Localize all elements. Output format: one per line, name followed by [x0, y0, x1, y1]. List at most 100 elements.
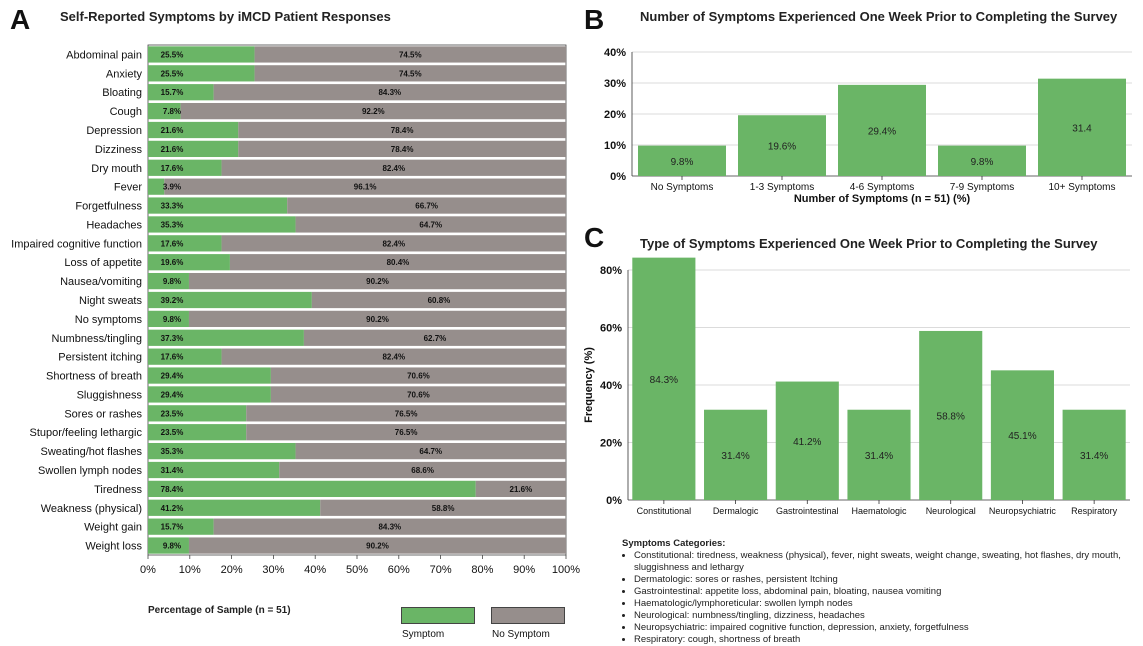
legend-symptom-swatch — [401, 607, 475, 624]
chart-a-symptom-label: 17.6% — [161, 353, 184, 362]
symptom-categories-notes: Symptoms Categories: Constitutional: tir… — [622, 538, 1132, 646]
chart-a-no-symptom-label: 70.6% — [407, 372, 430, 381]
chart-a-x-tick-label: 10% — [179, 564, 201, 576]
chart-a-bar-no-symptom — [475, 480, 566, 498]
chart-a-symptom-label: 29.4% — [161, 390, 184, 399]
chart-a-symptom-label: 21.6% — [161, 145, 184, 154]
notes-item: Neurological: numbness/tingling, dizzine… — [634, 610, 1132, 622]
chart-a-symptom-label: 17.6% — [161, 164, 184, 173]
chart-a-bar-no-symptom — [246, 405, 567, 422]
chart-a-category-label: Fever — [114, 182, 142, 194]
chart-a-no-symptom-label: 76.5% — [395, 428, 418, 437]
chart-a-no-symptom-label: 78.4% — [391, 145, 414, 154]
notes-item: Gastrointestinal: appetite loss, abdomin… — [634, 586, 1132, 598]
chart-a-symptom-label: 23.5% — [161, 409, 184, 418]
chart-a-symptom-label: 9.8% — [163, 315, 181, 324]
chart-a-bar-no-symptom — [320, 499, 566, 516]
chart-a-bar-symptom — [148, 121, 239, 139]
chart-a-bar-symptom — [148, 499, 321, 516]
chart-a-x-tick-label: 70% — [430, 564, 452, 576]
chart-a-no-symptom-label: 58.8% — [432, 504, 455, 513]
chart-a-bar-no-symptom — [213, 84, 566, 101]
chart-a-symptom-label: 21.6% — [161, 126, 184, 135]
chart-a-no-symptom-label: 60.8% — [428, 296, 451, 305]
chart-c-y-tick-label: 20% — [600, 438, 622, 450]
chart-a-no-symptom-label: 64.7% — [419, 447, 442, 456]
chart-a-bar-no-symptom — [164, 178, 566, 195]
chart-a-category-label: Sluggishness — [77, 389, 143, 401]
chart-a-symptom-label: 29.4% — [161, 372, 184, 381]
panel-a-letter: A — [10, 4, 31, 35]
chart-a-category-label: Sweating/hot flashes — [40, 446, 142, 458]
chart-a-bar-no-symptom — [238, 121, 566, 139]
chart-c-category-label: Haematologic — [851, 506, 907, 516]
chart-a-bar-symptom — [148, 310, 189, 328]
chart-c-bar — [847, 409, 911, 500]
chart-a-symptom-label: 9.8% — [163, 542, 181, 551]
chart-a-no-symptom-label: 70.6% — [407, 390, 430, 399]
chart-a-bar-no-symptom — [221, 235, 566, 252]
chart-a-bar-symptom — [148, 461, 280, 479]
chart-a-x-axis-title: Percentage of Sample (n = 51) — [148, 605, 291, 616]
chart-a-no-symptom-label: 74.5% — [399, 69, 422, 78]
chart-b-bar-label: 19.6% — [768, 142, 796, 153]
chart-a-bar-no-symptom — [270, 386, 566, 403]
panel-b-letter: B — [584, 4, 605, 35]
chart-a-bar-no-symptom — [254, 46, 566, 63]
chart-a-bar-no-symptom — [188, 537, 567, 554]
chart-a-category-label: No symptoms — [75, 314, 143, 326]
chart-a-x-tick-label: 100% — [552, 564, 580, 576]
chart-a-bar-symptom — [148, 197, 288, 214]
chart-c-bar-label: 45.1% — [1008, 431, 1036, 442]
chart-a-category-label: Weight gain — [84, 522, 142, 534]
chart-a-no-symptom-label: 96.1% — [354, 183, 377, 192]
chart-a-category-label: Impaired cognitive function — [11, 238, 142, 250]
chart-a-symptom-label: 37.3% — [161, 334, 184, 343]
chart-a-x-tick-label: 60% — [388, 564, 410, 576]
notes-heading: Symptoms Categories: — [622, 538, 726, 549]
chart-a-bar-no-symptom — [295, 442, 566, 460]
notes-item: Constitutional: tiredness, weakness (phy… — [634, 550, 1132, 574]
chart-a-no-symptom-label: 90.2% — [366, 315, 389, 324]
chart-a-symptom-label: 35.3% — [161, 447, 184, 456]
chart-a-symptom-label: 33.3% — [161, 202, 184, 211]
chart-a-bar-symptom — [148, 367, 271, 384]
chart-b-y-tick-label: 20% — [604, 109, 626, 121]
legend-no-symptom-swatch — [491, 607, 565, 624]
chart-a-bar-symptom — [148, 216, 296, 233]
chart-a-bar-no-symptom — [180, 102, 566, 120]
chart-c-bar — [704, 409, 768, 500]
panel-c-title: Type of Symptoms Experienced One Week Pr… — [640, 236, 1098, 251]
chart-a-bar-no-symptom — [238, 140, 566, 158]
chart-a-bar-no-symptom — [254, 65, 566, 82]
chart-a-x-tick-label: 40% — [304, 564, 326, 576]
chart-a-category-label: Swollen lymph nodes — [38, 465, 142, 477]
chart-a-category-label: Anxiety — [106, 68, 143, 80]
chart-b-y-tick-label: 10% — [604, 140, 626, 152]
chart-a-bar-no-symptom — [270, 367, 566, 384]
chart-b-category-label: 7-9 Symptoms — [950, 182, 1014, 193]
chart-c-y-axis-title: Frequency (%) — [583, 347, 595, 423]
chart-a-no-symptom-label: 92.2% — [362, 107, 385, 116]
chart-a-bar-symptom — [148, 386, 271, 403]
chart-a-bar-symptom — [148, 254, 230, 271]
chart-a-bar-no-symptom — [213, 518, 566, 535]
chart-c-bar — [1062, 409, 1126, 500]
chart-a-no-symptom-label: 68.6% — [411, 466, 434, 475]
chart-a-no-symptom-label: 66.7% — [415, 202, 438, 211]
chart-a-bar-no-symptom — [188, 272, 567, 290]
chart-c-bar-label: 31.4% — [721, 451, 749, 462]
chart-a-no-symptom-label: 90.2% — [366, 542, 389, 551]
chart-a-symptom-label: 31.4% — [161, 466, 184, 475]
chart-a-symptom-label: 78.4% — [161, 485, 184, 494]
chart-a-symptom-label: 25.5% — [161, 50, 184, 59]
chart-a-bar-symptom — [148, 537, 189, 554]
chart-c-bar — [632, 257, 696, 500]
chart-b-bar-label: 29.4% — [868, 126, 896, 137]
chart-b-y-tick-label: 40% — [604, 47, 626, 59]
chart-a-bar-no-symptom — [287, 197, 566, 214]
chart-b-category-label: 10+ Symptoms — [1049, 182, 1116, 193]
chart-c-category-label: Dermalogic — [713, 506, 759, 516]
chart-a-no-symptom-label: 84.3% — [378, 523, 401, 532]
chart-a-category-label: Persistent itching — [58, 352, 142, 364]
